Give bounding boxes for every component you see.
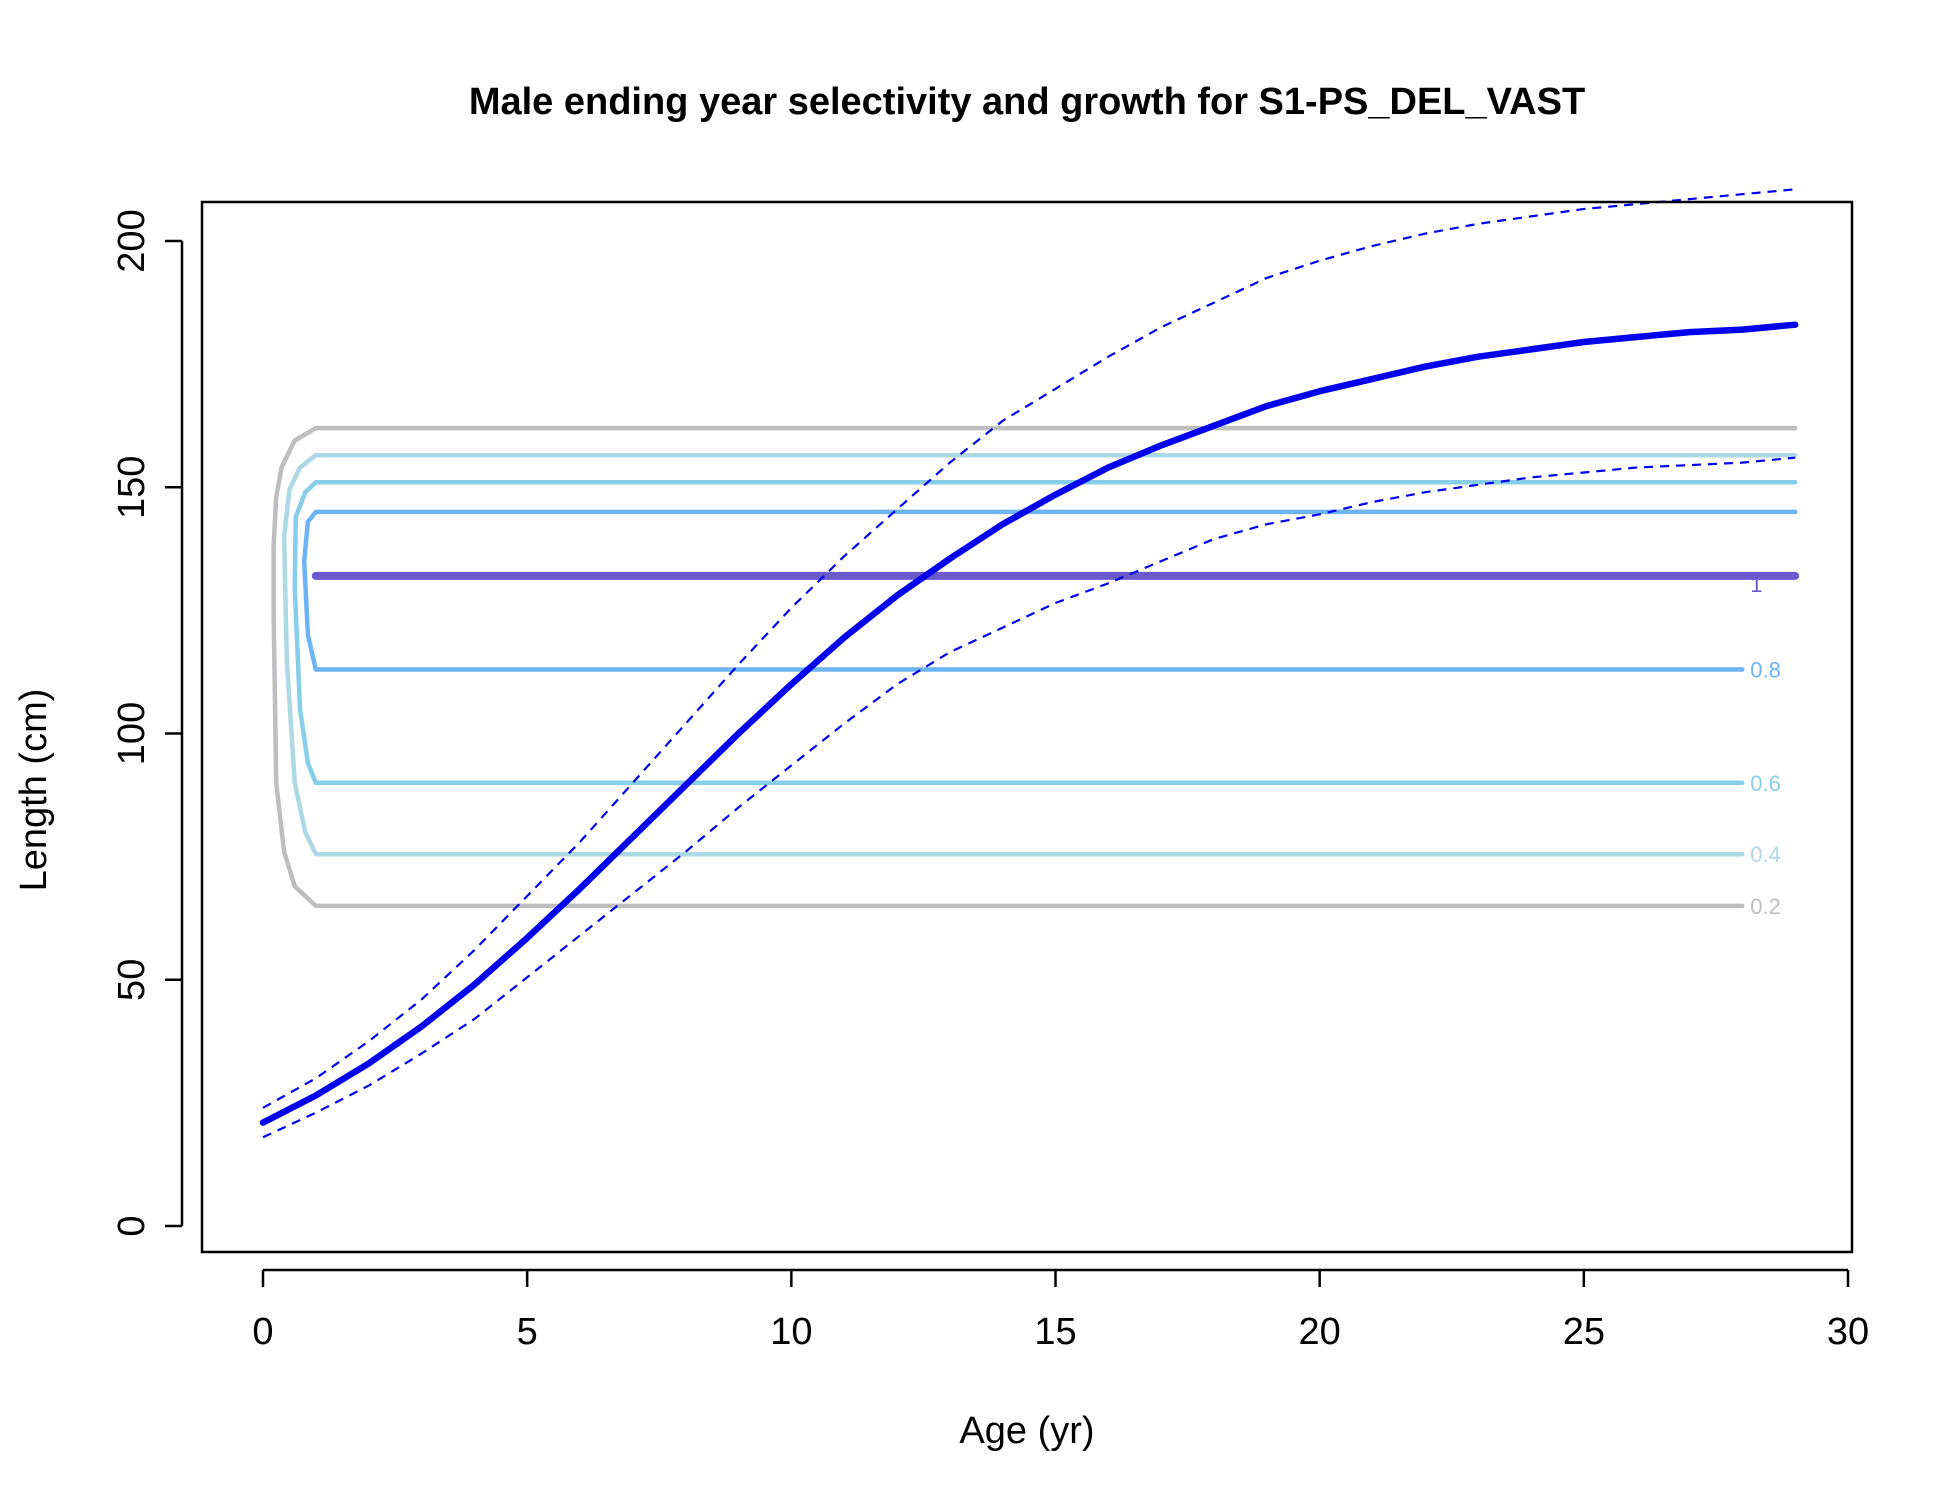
selectivity-contours: 0.2 0.4 0.6 0.8 1 (271, 425, 1800, 919)
contour-line-0.4 (281, 452, 1798, 857)
x-tick-label: 0 (252, 1311, 273, 1353)
growth-series (259, 188, 1799, 1139)
y-tick-label: 200 (111, 209, 153, 272)
x-axis: 0 5 10 15 20 25 30 (252, 1268, 1869, 1353)
growth-interval-line-1 (262, 188, 1796, 1109)
contour-line-0.8 (301, 509, 1798, 672)
growth-interval-line-2 (262, 456, 1796, 1139)
y-tick-label: 150 (111, 456, 153, 519)
contour-label-1: 1 (1750, 572, 1762, 597)
y-axis: 0 50 100 150 200 (111, 209, 184, 1237)
y-tick-label: 0 (111, 1215, 153, 1236)
contour-label-0.8: 0.8 (1750, 658, 1781, 683)
contour-line-0.6 (292, 480, 1798, 786)
growth-mean-line (259, 321, 1799, 1126)
y-axis-label: Length (cm) (13, 689, 55, 892)
x-tick-label: 15 (1034, 1311, 1076, 1353)
contour-label-0.6: 0.6 (1750, 771, 1781, 796)
plot-frame (200, 200, 1854, 1254)
x-tick-label: 25 (1563, 1311, 1605, 1353)
contour-line-0.2 (271, 425, 1798, 909)
contour-label-0.2: 0.2 (1750, 894, 1781, 919)
x-tick-label: 30 (1827, 1311, 1869, 1353)
x-tick-label: 20 (1299, 1311, 1341, 1353)
y-tick-label: 50 (111, 959, 153, 1001)
contour-label-0.4: 0.4 (1750, 842, 1781, 867)
x-tick-label: 5 (517, 1311, 538, 1353)
y-tick-label: 100 (111, 702, 153, 765)
x-axis-label: Age (yr) (959, 1410, 1094, 1452)
x-tick-label: 10 (770, 1311, 812, 1353)
chart-title: Male ending year selectivity and growth … (469, 81, 1585, 123)
